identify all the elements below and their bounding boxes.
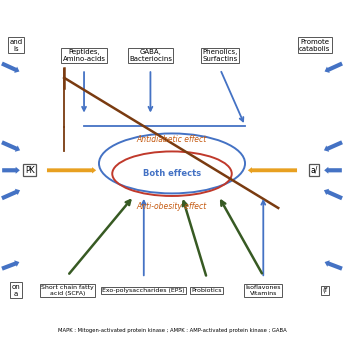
Text: (f: (f bbox=[322, 287, 327, 293]
Text: Probiotics: Probiotics bbox=[192, 288, 222, 293]
Text: MAPK : Mitogen-activated protein kinase ; AMPK : AMP-activated protein kinase ; : MAPK : Mitogen-activated protein kinase … bbox=[58, 328, 286, 333]
Text: and
ls: and ls bbox=[9, 39, 23, 52]
Text: a/: a/ bbox=[310, 166, 318, 175]
Text: Promote
catabolis: Promote catabolis bbox=[299, 39, 331, 52]
Text: Antidiabetic effect: Antidiabetic effect bbox=[137, 135, 207, 144]
Text: Isoflavones
Vitamins: Isoflavones Vitamins bbox=[246, 285, 281, 295]
Text: on
a: on a bbox=[12, 284, 20, 297]
Text: PK: PK bbox=[25, 166, 35, 175]
Text: Exo-polysaccharides (EPS): Exo-polysaccharides (EPS) bbox=[103, 288, 185, 293]
Text: GABA,
Bacteriocins: GABA, Bacteriocins bbox=[129, 49, 172, 62]
Text: Phenolics,
Surfactins: Phenolics, Surfactins bbox=[203, 49, 238, 62]
Text: Anti-obesity effect: Anti-obesity effect bbox=[137, 202, 207, 211]
Text: Short chain fatty
acid (SCFA): Short chain fatty acid (SCFA) bbox=[41, 285, 94, 295]
Text: Both effects: Both effects bbox=[143, 169, 201, 178]
Text: Peptides,
Amino-acids: Peptides, Amino-acids bbox=[63, 49, 106, 62]
